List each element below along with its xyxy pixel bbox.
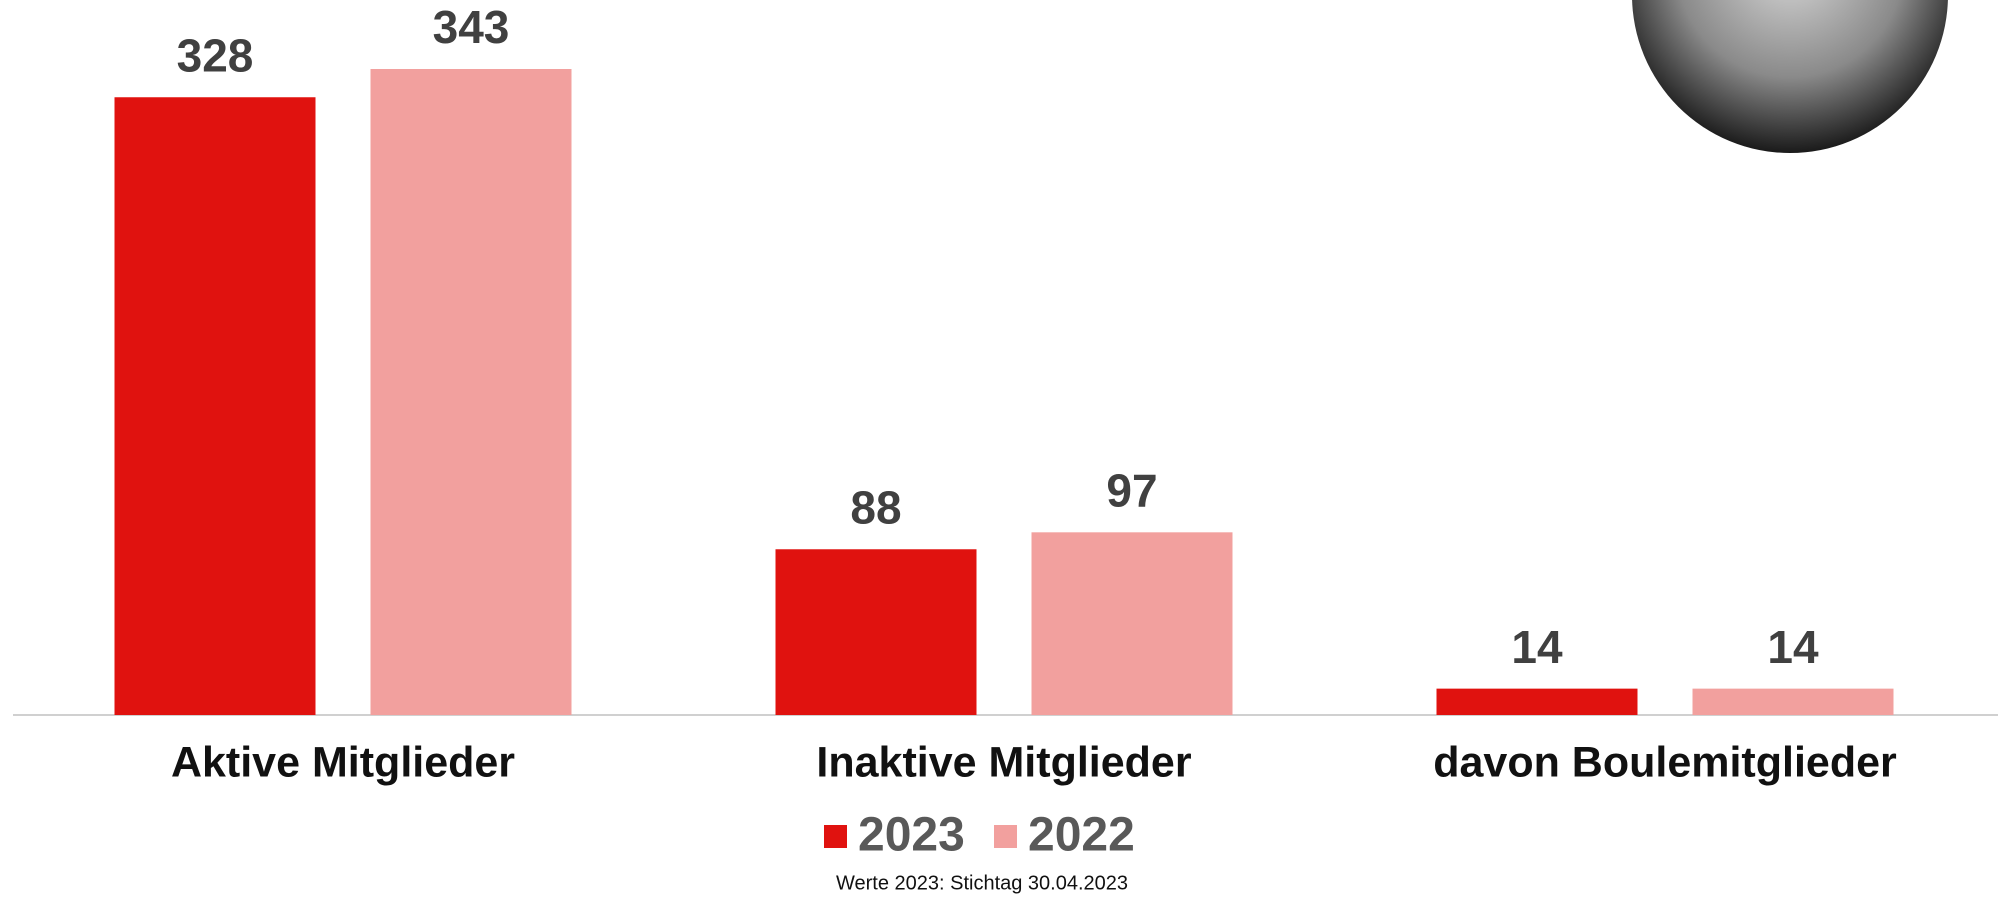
footnote: Werte 2023: Stichtag 30.04.2023 [836, 872, 1128, 894]
bar [371, 69, 572, 715]
bar [1693, 689, 1894, 715]
profile-photo [1632, 0, 1948, 153]
value-label: 328 [177, 29, 254, 81]
value-label: 14 [1511, 621, 1563, 673]
x-tick-label: Inaktive Mitglieder [816, 738, 1191, 786]
x-tick-label: davon Boulemitglieder [1433, 738, 1897, 786]
bar [776, 549, 977, 715]
value-label: 343 [433, 1, 510, 53]
legend-swatch [994, 825, 1017, 848]
legend-label: 2023 [858, 809, 965, 862]
bar [1032, 532, 1233, 715]
value-label: 97 [1106, 464, 1157, 516]
value-label: 88 [850, 481, 901, 533]
bar [1437, 689, 1638, 715]
chart: Werte 2023: Stichtag 30.04.2023 Aktive M… [0, 0, 1998, 897]
value-label: 14 [1767, 621, 1819, 673]
bar [115, 97, 316, 715]
legend-label: 2022 [1028, 809, 1135, 862]
legend-swatch [824, 825, 847, 848]
x-tick-label: Aktive Mitglieder [171, 738, 515, 786]
